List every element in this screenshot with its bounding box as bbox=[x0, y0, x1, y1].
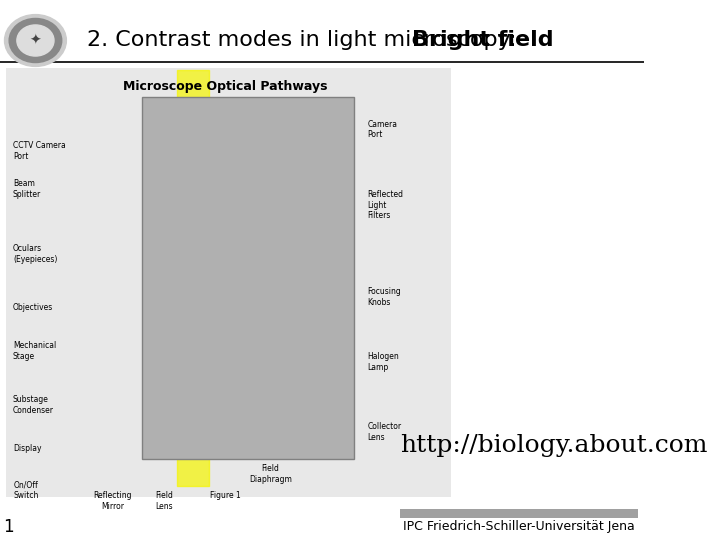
Text: 2. Contrast modes in light microscopy:: 2. Contrast modes in light microscopy: bbox=[87, 30, 523, 51]
Text: Camera
Port: Camera Port bbox=[367, 120, 397, 139]
Circle shape bbox=[17, 25, 54, 56]
Text: Collector
Lens: Collector Lens bbox=[367, 422, 402, 442]
Text: Beam
Splitter: Beam Splitter bbox=[13, 179, 41, 199]
Text: Field
Diaphragm: Field Diaphragm bbox=[249, 464, 292, 484]
Text: Halogen
Lamp: Halogen Lamp bbox=[367, 352, 399, 372]
Circle shape bbox=[9, 18, 62, 63]
Text: Oculars
(Eyepieces): Oculars (Eyepieces) bbox=[13, 244, 58, 264]
Text: Field
Lens: Field Lens bbox=[156, 491, 174, 511]
Text: Display: Display bbox=[13, 444, 41, 453]
Text: 1: 1 bbox=[3, 517, 14, 536]
FancyBboxPatch shape bbox=[142, 97, 354, 459]
Text: Bright field: Bright field bbox=[413, 30, 554, 51]
Text: On/Off
Switch: On/Off Switch bbox=[13, 481, 38, 500]
Text: Microscope Optical Pathways: Microscope Optical Pathways bbox=[123, 80, 328, 93]
Text: Mechanical
Stage: Mechanical Stage bbox=[13, 341, 56, 361]
Text: Focusing
Knobs: Focusing Knobs bbox=[367, 287, 401, 307]
Circle shape bbox=[4, 15, 66, 66]
FancyBboxPatch shape bbox=[6, 68, 451, 497]
Text: Reflecting
Mirror: Reflecting Mirror bbox=[94, 491, 132, 511]
Text: Objectives: Objectives bbox=[13, 303, 53, 312]
Text: Reflected
Light
Filters: Reflected Light Filters bbox=[367, 190, 403, 220]
Text: IPC Friedrich-Schiller-Universität Jena: IPC Friedrich-Schiller-Universität Jena bbox=[403, 520, 634, 533]
Text: Figure 1: Figure 1 bbox=[210, 491, 241, 501]
Text: http://biology.about.com: http://biology.about.com bbox=[400, 434, 708, 457]
FancyBboxPatch shape bbox=[400, 509, 638, 518]
Text: ✦: ✦ bbox=[30, 33, 41, 48]
Text: Substage
Condenser: Substage Condenser bbox=[13, 395, 54, 415]
Text: CCTV Camera
Port: CCTV Camera Port bbox=[13, 141, 66, 161]
